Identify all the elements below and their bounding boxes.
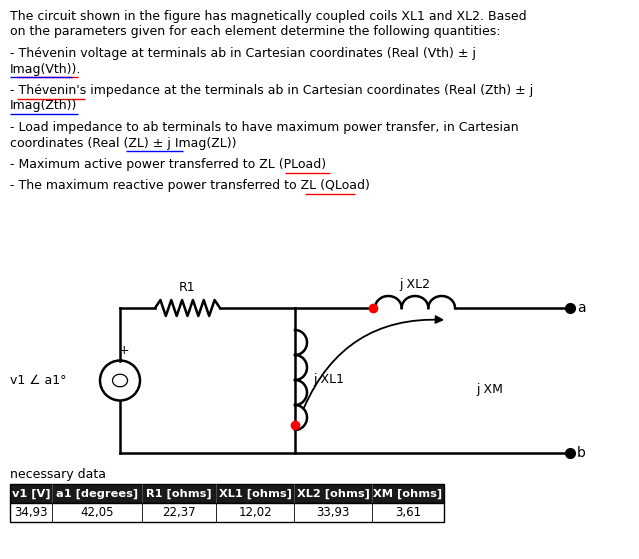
FancyArrowPatch shape xyxy=(304,316,442,408)
Text: j XL2: j XL2 xyxy=(399,278,431,291)
Text: - Thévenin voltage at terminals ab in Cartesian coordinates (Real (Vth) ± j: - Thévenin voltage at terminals ab in Ca… xyxy=(10,47,476,60)
Text: j XL1: j XL1 xyxy=(313,373,344,386)
Text: 33,93: 33,93 xyxy=(316,506,350,519)
Text: - Load impedance to ab terminals to have maximum power transfer, in Cartesian: - Load impedance to ab terminals to have… xyxy=(10,121,519,134)
Text: necessary data: necessary data xyxy=(10,468,106,481)
Text: 22,37: 22,37 xyxy=(162,506,196,519)
Text: v1 ∠ a1°: v1 ∠ a1° xyxy=(10,374,66,387)
Text: v1 [V]: v1 [V] xyxy=(12,489,50,499)
Text: XL2 [ohms]: XL2 [ohms] xyxy=(296,489,369,499)
Text: 12,02: 12,02 xyxy=(238,506,272,519)
Text: 3,61: 3,61 xyxy=(395,506,421,519)
Text: j XM: j XM xyxy=(477,383,504,396)
Text: Imag(Zth)): Imag(Zth)) xyxy=(10,100,77,112)
Text: 42,05: 42,05 xyxy=(81,506,114,519)
Text: coordinates (Real (ZL) ± j Imag(ZL)): coordinates (Real (ZL) ± j Imag(ZL)) xyxy=(10,136,236,149)
Text: R1: R1 xyxy=(179,281,196,294)
Text: b: b xyxy=(577,446,586,460)
Text: a: a xyxy=(577,301,585,315)
Text: - The maximum reactive power transferred to ZL (QLoad): - The maximum reactive power transferred… xyxy=(10,179,370,192)
Text: a1 [degrees]: a1 [degrees] xyxy=(56,489,138,499)
Text: Imag(Vth)).: Imag(Vth)). xyxy=(10,63,81,75)
Text: 34,93: 34,93 xyxy=(14,506,48,519)
Text: XL1 [ohms]: XL1 [ohms] xyxy=(219,489,291,499)
Text: R1 [ohms]: R1 [ohms] xyxy=(146,489,212,499)
Bar xyxy=(10,503,444,522)
Text: +: + xyxy=(119,343,129,357)
Text: on the parameters given for each element determine the following quantities:: on the parameters given for each element… xyxy=(10,26,500,39)
Bar xyxy=(10,484,444,503)
Text: The circuit shown in the figure has magnetically coupled coils XL1 and XL2. Base: The circuit shown in the figure has magn… xyxy=(10,10,527,23)
Text: - Thévenin's impedance at the terminals ab in Cartesian coordinates (Real (Zth) : - Thévenin's impedance at the terminals … xyxy=(10,84,534,97)
Text: XM [ohms]: XM [ohms] xyxy=(373,489,443,499)
Text: - Maximum active power transferred to ZL (PLoad): - Maximum active power transferred to ZL… xyxy=(10,158,326,171)
